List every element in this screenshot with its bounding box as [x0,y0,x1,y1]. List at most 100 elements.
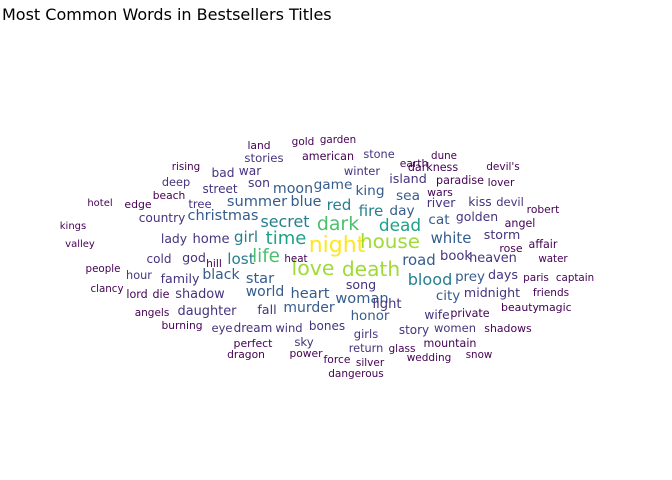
word-death: death [342,257,400,281]
word-heaven: heaven [469,251,517,266]
word-road: road [402,251,435,269]
word-daughter: daughter [178,304,238,319]
word-clancy: clancy [90,283,123,295]
word-people: people [86,263,121,275]
word-life: life [252,246,280,267]
word-island: island [389,171,427,186]
word-murder: murder [283,300,335,316]
word-affair: affair [529,238,558,251]
word-valley: valley [65,239,95,250]
word-land: land [247,139,270,152]
word-dune: dune [431,150,457,162]
word-blood: blood [408,270,453,289]
word-prey: prey [455,270,485,285]
word-stories: stories [244,151,283,165]
word-golden: golden [456,209,498,224]
word-woman: woman [335,290,388,307]
word-river: river [427,195,456,210]
word-dangerous: dangerous [328,368,384,380]
word-water: water [538,253,568,265]
word-bad: bad [212,166,235,180]
word-christmas: christmas [188,208,259,224]
word-lady: lady [161,231,187,246]
word-lord: lord [126,288,147,301]
word-dragon: dragon [227,348,265,361]
word-captain: captain [556,272,594,284]
word-book: book [440,249,472,264]
word-world: world [246,284,285,300]
word-midnight: midnight [464,285,520,300]
word-war: war [239,164,262,178]
word-girl: girl [234,228,258,246]
word-game: game [314,177,353,193]
word-dead: dead [379,215,421,235]
word-stone: stone [363,148,394,161]
word-sky: sky [294,335,313,349]
word-paradise: paradise [436,174,484,187]
word-secret: secret [261,212,310,231]
word-friends: friends [533,287,569,299]
word-power: power [289,347,323,360]
word-force: force [324,353,351,366]
word-fire: fire [359,202,384,220]
word-heat: heat [284,253,307,265]
word-burning: burning [161,319,202,332]
word-red: red [327,196,352,214]
word-cat: cat [428,212,450,228]
word-angels: angels [135,307,170,319]
word-devil-s: devil's [486,161,520,173]
word-lover: lover [488,176,515,189]
word-women: women [434,321,476,335]
word-night: night [309,233,366,258]
word-home: home [192,232,229,247]
word-fall: fall [257,302,276,317]
word-white: white [431,229,472,247]
word-god: god [182,250,206,265]
word-silver: silver [356,357,385,369]
word-tree: tree [188,197,211,211]
word-beauty: beauty [501,301,539,314]
word-black: black [202,267,240,283]
word-shadows: shadows [484,322,532,335]
word-magic: magic [538,301,571,314]
word-love: love [292,256,335,280]
word-girls: girls [354,327,378,341]
word-private: private [450,307,489,320]
word-song: song [346,277,376,292]
word-garden: garden [320,134,356,146]
word-country: country [139,211,186,225]
word-bones: bones [309,319,345,333]
word-dark: dark [317,213,359,235]
word-kiss: kiss [468,194,492,209]
word-gold: gold [292,136,315,148]
word-honor: honor [351,309,390,324]
word-moon: moon [273,181,313,197]
word-street: street [202,182,237,196]
word-glass: glass [389,343,416,355]
word-beach: beach [153,189,186,202]
word-summer: summer [227,193,287,210]
word-snow: snow [466,349,493,361]
word-story: story [399,323,429,337]
word-cold: cold [147,252,172,266]
word-wife: wife [424,308,449,322]
word-hotel: hotel [87,198,112,209]
word-wars: wars [427,186,453,199]
word-edge: edge [124,198,152,211]
word-die: die [153,288,170,301]
word-robert: robert [527,203,560,216]
word-paris: paris [523,272,549,284]
word-deep: deep [162,176,190,189]
word-wind: wind [275,321,302,335]
page-title: Most Common Words in Bestsellers Titles [2,5,332,24]
word-shadow: shadow [175,287,224,302]
word-heart: heart [291,285,330,302]
word-king: king [355,183,384,199]
word-blue: blue [291,194,322,210]
word-city: city [436,289,460,304]
word-mountain: mountain [424,337,477,350]
word-sea: sea [396,188,420,204]
word-return: return [349,342,384,355]
